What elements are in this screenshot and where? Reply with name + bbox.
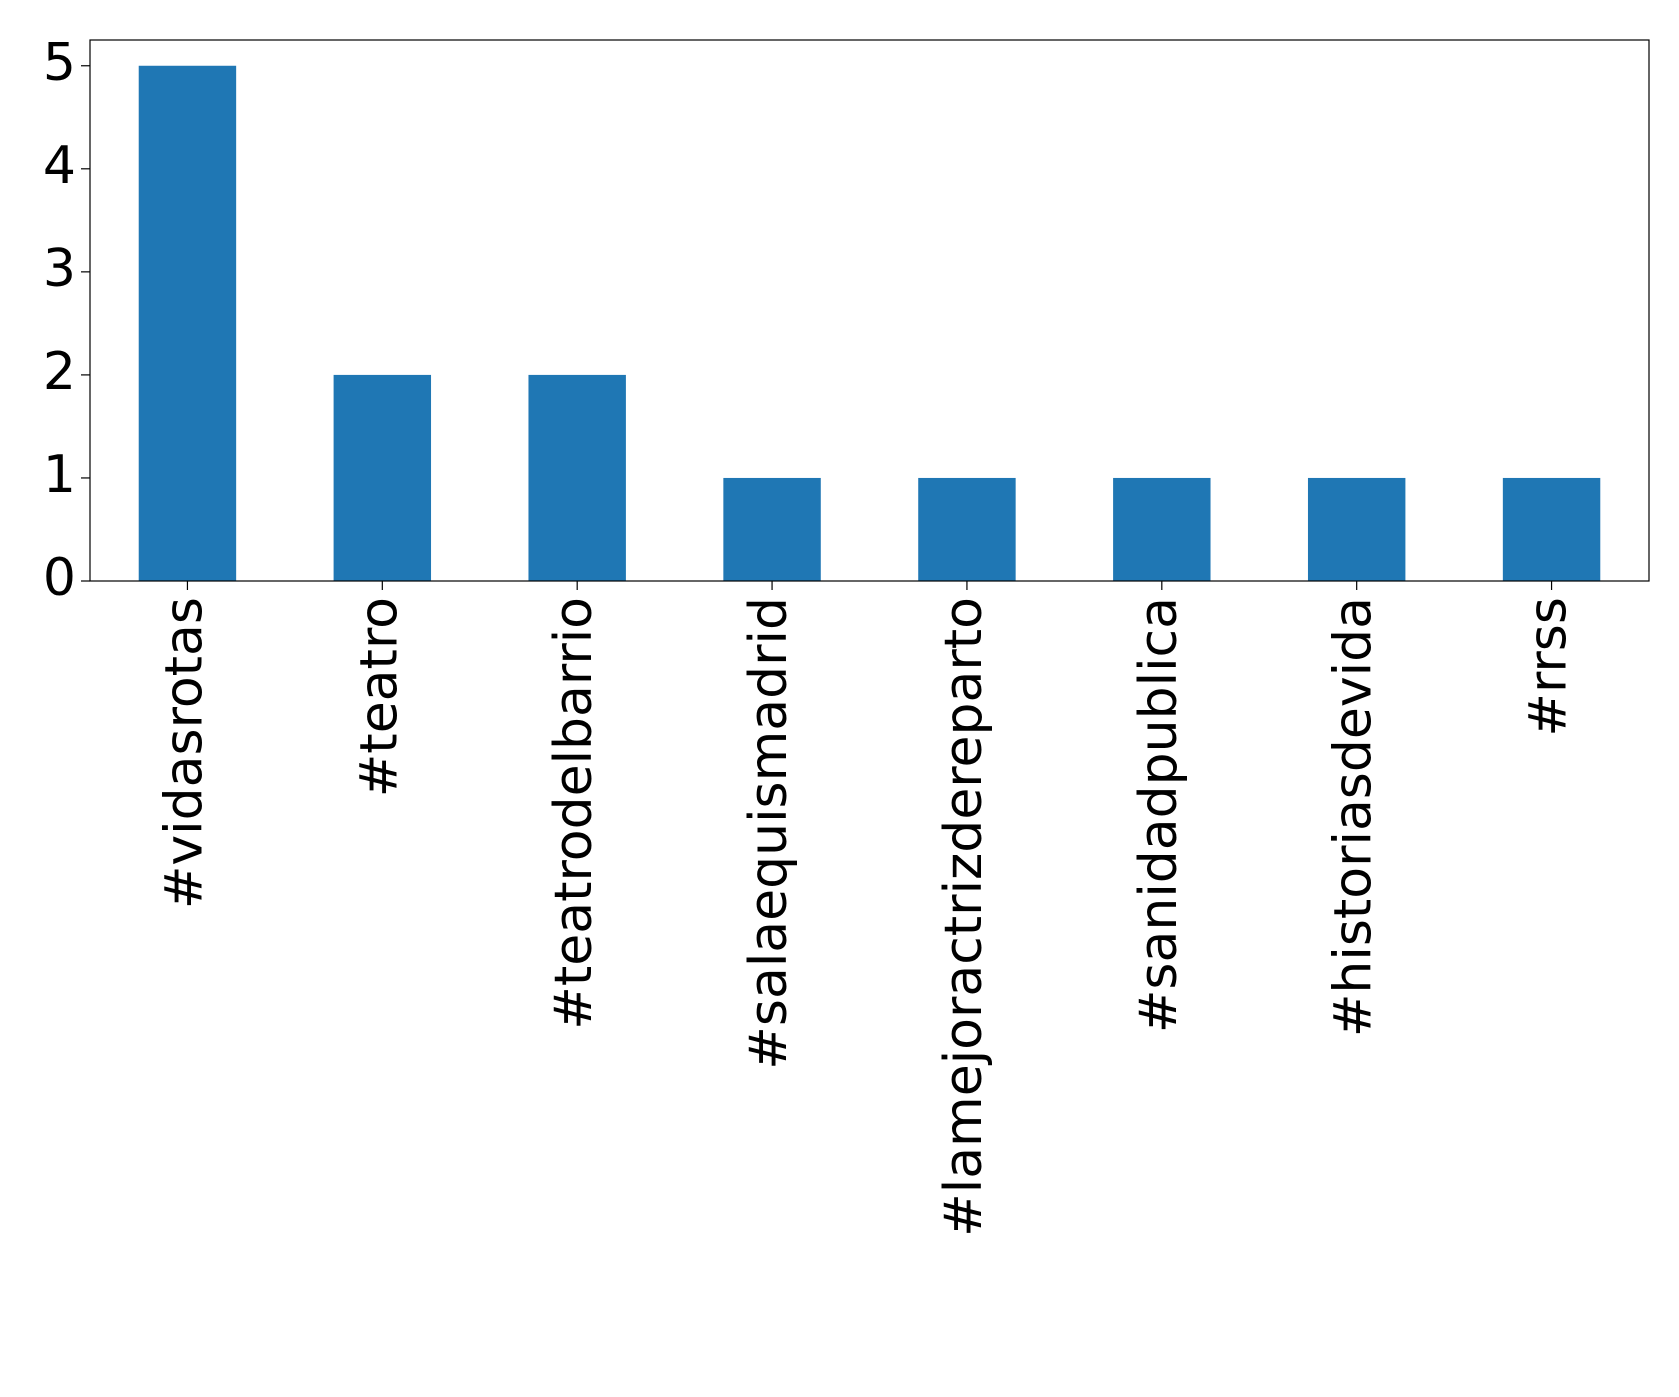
x-tick-label: #sanidadpublica [1129,597,1189,1033]
bar [1307,477,1406,581]
bar [1502,477,1601,581]
x-tick-label: #vidasrotas [154,597,214,909]
x-tick-label: #rrss [1519,597,1579,737]
y-tick-label: 3 [43,239,76,299]
x-tick-label: #teatro [349,597,409,797]
x-tick-label: #salaequismadrid [739,597,799,1070]
bar [333,374,432,581]
y-tick-label: 4 [43,136,76,196]
y-tick-label: 0 [43,548,76,608]
x-tick-label: #teatrodelbarrio [544,597,604,1030]
bar [918,477,1016,581]
bar [1113,477,1211,581]
plot-frame [89,39,1650,582]
bar [138,65,237,581]
x-tick-label: #lamejoractrizdereparto [934,597,994,1237]
bar [528,374,626,581]
y-tick-label: 5 [43,33,76,93]
bar [723,477,821,581]
x-tick-label: #historiasdevida [1324,597,1384,1037]
y-tick-label: 1 [43,445,76,505]
y-tick-label: 2 [43,342,76,402]
